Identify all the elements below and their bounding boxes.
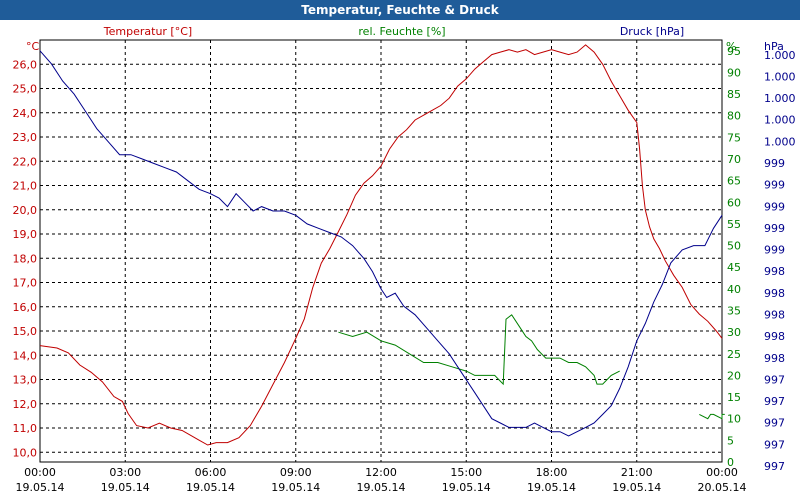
x-tick-time: 21:00	[621, 466, 653, 479]
humidity-tick-label: 20	[727, 369, 741, 382]
pressure-tick-label: 998	[764, 330, 785, 343]
series-layer	[39, 44, 725, 446]
temp-tick-label: 18,0	[13, 252, 38, 265]
pressure-tick-label: 1.000	[764, 92, 796, 105]
temp-tick-label: 10,0	[13, 446, 38, 459]
plot-frame	[39, 39, 723, 463]
humidity-tick-label: 35	[727, 305, 741, 318]
humidity-tick-label: 95	[727, 45, 741, 58]
humidity-tick-label: 70	[727, 153, 741, 166]
humidity-axis-label: rel. Feuchte [%]	[358, 25, 445, 38]
weather-chart: Temperatur [°C] rel. Feuchte [%] Druck […	[13, 25, 796, 494]
pressure-tick-label: 999	[764, 222, 785, 235]
temp-unit-label: °C	[26, 40, 40, 53]
humidity-tick-label: 55	[727, 218, 741, 231]
humidity-tick-label: 65	[727, 175, 741, 188]
pressure-tick-label: 999	[764, 157, 785, 170]
humidity-tick-label: 25	[727, 348, 741, 361]
temp-axis-label: Temperatur [°C]	[103, 25, 192, 38]
pressure-unit-label: hPa	[764, 40, 784, 53]
temp-tick-label: 11,0	[13, 422, 38, 435]
humidity-tick-label: 75	[727, 131, 741, 144]
x-tick-time: 06:00	[195, 466, 227, 479]
x-tick-time: 00:00	[24, 466, 56, 479]
pressure-tick-label: 997	[764, 417, 785, 430]
pressure-tick-label: 1.000	[764, 114, 796, 127]
humidity-tick-label: 5	[727, 434, 734, 447]
x-tick-time: 03:00	[109, 466, 141, 479]
temp-tick-label: 17,0	[13, 277, 38, 290]
pressure-tick-label: 998	[764, 309, 785, 322]
pressure-tick-label: 999	[764, 244, 785, 257]
pressure-tick-label: 998	[764, 287, 785, 300]
temp-tick-label: 15,0	[13, 325, 38, 338]
x-tick-time: 18:00	[536, 466, 568, 479]
pressure-tick-label: 999	[764, 200, 785, 213]
chart-title: Temperatur, Feuchte & Druck	[0, 0, 800, 20]
humidity-tick-label: 40	[727, 283, 741, 296]
humidity-tick-label: 90	[727, 66, 741, 79]
pressure-tick-label: 997	[764, 373, 785, 386]
x-tick-time: 15:00	[450, 466, 482, 479]
humidity-tick-label: 80	[727, 110, 741, 123]
pressure-tick-label: 1.000	[764, 49, 796, 62]
pressure-tick-label: 999	[764, 179, 785, 192]
x-tick-time: 00:00	[706, 466, 738, 479]
humidity-tick-label: 45	[727, 261, 741, 274]
x-tick-date: 19.05.14	[271, 481, 320, 494]
pressure-tick-label: 997	[764, 438, 785, 451]
temp-tick-label: 13,0	[13, 374, 38, 387]
pressure-tick-label: 998	[764, 265, 785, 278]
temp-tick-label: 25,0	[13, 83, 38, 96]
humidity-tick-label: 10	[727, 413, 741, 426]
pressure-tick-label: 997	[764, 460, 785, 473]
humidity-tick-label: 85	[727, 88, 741, 101]
humidity-tick-label: 50	[727, 240, 741, 253]
grid-layer	[40, 40, 722, 462]
humidity-tick-label: 15	[727, 391, 741, 404]
humidity-tick-label: 60	[727, 196, 741, 209]
pressure-tick-label: 1.000	[764, 135, 796, 148]
humidity-tick-label: 30	[727, 326, 741, 339]
text-layer: Temperatur [°C] rel. Feuchte [%] Druck […	[13, 25, 796, 494]
pressure-tick-label: 1.000	[764, 70, 796, 83]
temp-tick-label: 16,0	[13, 301, 38, 314]
pressure-line	[39, 50, 723, 437]
temp-tick-label: 26,0	[13, 58, 38, 71]
x-tick-date: 19.05.14	[527, 481, 576, 494]
pressure-tick-label: 998	[764, 352, 785, 365]
temp-tick-label: 14,0	[13, 349, 38, 362]
temp-tick-label: 24,0	[13, 107, 38, 120]
x-tick-time: 09:00	[280, 466, 312, 479]
temp-tick-label: 23,0	[13, 131, 38, 144]
x-tick-date: 19.05.14	[612, 481, 661, 494]
humidity-line	[338, 314, 620, 386]
x-tick-date: 19.05.14	[357, 481, 406, 494]
pressure-axis-label: Druck [hPa]	[620, 25, 684, 38]
x-tick-date: 19.05.14	[186, 481, 235, 494]
x-tick-time: 12:00	[365, 466, 397, 479]
x-tick-date: 20.05.14	[698, 481, 747, 494]
humidity-unit-label: %	[726, 40, 736, 53]
temp-tick-label: 12,0	[13, 398, 38, 411]
x-tick-date: 19.05.14	[101, 481, 150, 494]
x-tick-date: 19.05.14	[16, 481, 65, 494]
temp-tick-label: 21,0	[13, 180, 38, 193]
humidity-tick-label: 0	[727, 456, 734, 469]
humidity-line	[699, 413, 725, 420]
temp-tick-label: 19,0	[13, 228, 38, 241]
temp-tick-label: 22,0	[13, 155, 38, 168]
temp-tick-label: 20,0	[13, 204, 38, 217]
x-tick-date: 19.05.14	[442, 481, 491, 494]
temperature-line	[39, 44, 723, 446]
pressure-tick-label: 997	[764, 395, 785, 408]
